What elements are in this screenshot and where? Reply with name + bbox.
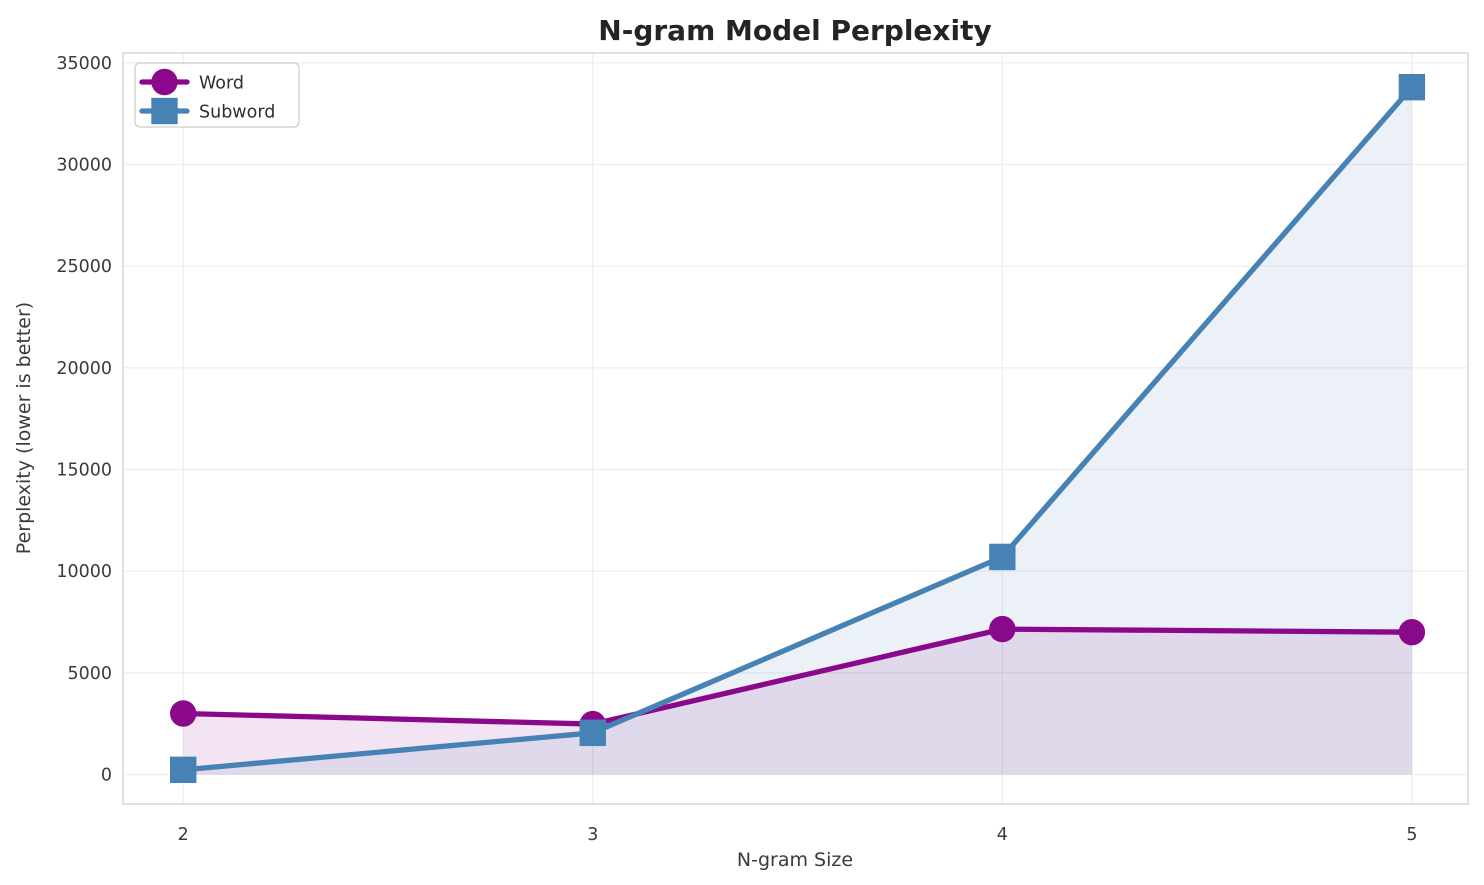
y-tick-label-5000: 5000 xyxy=(67,664,112,684)
subword-line xyxy=(180,84,1415,773)
x-tick-label-5: 5 xyxy=(1406,825,1417,845)
chart-title: N-gram Model Perplexity xyxy=(598,14,991,47)
legend-label-word: Word xyxy=(199,74,244,94)
subword-legend-swatch-icon xyxy=(151,97,178,125)
y-tick-label-10000: 10000 xyxy=(56,562,112,582)
y-tick-label-25000: 25000 xyxy=(56,257,112,277)
plot-border xyxy=(122,52,1469,805)
legend-item-word: Word xyxy=(139,68,244,96)
y-tick-label-20000: 20000 xyxy=(56,359,112,379)
axes-frame xyxy=(122,52,1469,805)
x-tick-label-2: 2 xyxy=(178,825,189,845)
word-legend-swatch-icon xyxy=(151,68,178,96)
y-tick-label-0: 0 xyxy=(101,766,112,786)
x-tick-label-4: 4 xyxy=(997,825,1008,845)
word-fill-area xyxy=(183,629,1412,775)
y-axis-label: Perplexity (lower is better) xyxy=(13,302,35,554)
subword-marker-3 xyxy=(579,719,606,747)
word-marker-4 xyxy=(989,615,1016,643)
data-series xyxy=(170,73,1426,784)
subword-fill-area xyxy=(183,87,1412,775)
series-subword xyxy=(170,73,1426,784)
fill-areas xyxy=(183,87,1412,775)
y-tick-label-30000: 30000 xyxy=(56,155,112,175)
tick-labels: 2 3 4 5 0 5000 10000 15000 20000 25000 30000 35000 xyxy=(56,54,1417,845)
legend-label-subword: Subword xyxy=(199,103,275,123)
legend: Word Subword xyxy=(134,62,300,128)
x-axis-label: N-gram Size xyxy=(737,849,853,871)
y-tick-label-15000: 15000 xyxy=(56,460,112,480)
subword-marker-4 xyxy=(989,543,1016,571)
word-marker-2 xyxy=(170,700,197,727)
subword-marker-5 xyxy=(1398,73,1426,101)
legend-item-subword: Subword xyxy=(139,97,275,125)
gridlines xyxy=(123,53,1468,804)
y-tick-label-35000: 35000 xyxy=(56,54,112,74)
word-line xyxy=(180,626,1415,727)
subword-marker-2 xyxy=(170,756,197,784)
word-marker-5 xyxy=(1398,618,1426,646)
x-tick-label-3: 3 xyxy=(587,825,598,845)
